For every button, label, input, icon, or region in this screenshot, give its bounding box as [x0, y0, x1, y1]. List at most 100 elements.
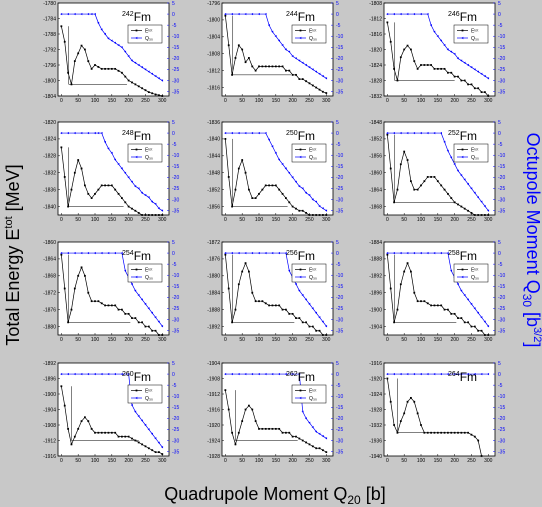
- octupole-point: [90, 12, 93, 16]
- right-tick-label: -20: [498, 416, 505, 422]
- right-tick-label: -20: [498, 175, 505, 181]
- energy-point: [295, 435, 297, 438]
- octupole-point: [487, 372, 490, 376]
- x-tick-label: 300: [322, 458, 331, 464]
- octupole-point: [147, 70, 150, 73]
- legend-energy-marker: [135, 29, 138, 32]
- energy-point: [94, 64, 96, 66]
- octupole-point: [224, 131, 227, 135]
- octupole-point: [140, 191, 143, 195]
- energy-point: [443, 308, 446, 311]
- energy-point: [403, 48, 406, 51]
- right-tick-label: 5: [336, 1, 339, 7]
- octupole-point: [251, 251, 254, 255]
- octupole-point: [73, 12, 76, 16]
- octupole-point: [392, 372, 395, 376]
- octupole-point: [271, 251, 274, 255]
- energy-point: [457, 431, 459, 434]
- x-tick-label: 300: [158, 337, 167, 343]
- left-tick-label: -1836: [43, 187, 56, 193]
- energy-point: [84, 416, 86, 419]
- right-tick-label: -5: [498, 383, 503, 389]
- octupole-point: [110, 151, 113, 155]
- energy-point: [100, 184, 103, 187]
- energy-point: [127, 312, 130, 315]
- energy-point: [430, 304, 432, 307]
- energy-point: [325, 334, 328, 336]
- octupole-point: [318, 316, 321, 319]
- left-tick-label: -1924: [207, 438, 220, 444]
- plot-frame: [221, 362, 334, 457]
- energy-point: [318, 88, 321, 91]
- octupole-point: [308, 66, 311, 69]
- right-tick-label: -5: [336, 383, 341, 389]
- x-tick-label: 100: [417, 337, 426, 343]
- energy-point: [251, 65, 254, 68]
- x-tick-label: 0: [386, 458, 389, 464]
- energy-point: [90, 300, 93, 303]
- octupole-point: [466, 372, 469, 376]
- right-tick-label: 0: [336, 131, 339, 137]
- octupole-point: [237, 251, 240, 255]
- x-tick-label: 0: [224, 217, 227, 223]
- energy-point: [396, 431, 399, 434]
- right-tick-label: -15: [336, 284, 343, 290]
- energy-point: [430, 176, 432, 178]
- energy-point: [227, 287, 230, 290]
- energy-point: [443, 188, 446, 191]
- energy-point: [447, 71, 449, 74]
- octupole-point: [439, 39, 442, 42]
- plot-frame: [383, 121, 496, 216]
- octupole-point: [439, 131, 442, 135]
- left-tick-label: -1892: [369, 274, 382, 280]
- octupole-point: [107, 37, 110, 40]
- x-tick-label: 250: [141, 98, 150, 104]
- octupole-series-line: [225, 252, 327, 327]
- energy-point: [433, 176, 436, 178]
- energy-point: [100, 431, 103, 434]
- octupole-point: [419, 372, 422, 376]
- octupole-point: [113, 372, 116, 376]
- octupole-point: [426, 372, 429, 376]
- octupole-point: [318, 432, 321, 436]
- energy-point: [147, 325, 150, 328]
- left-tick-label: -1820: [369, 47, 382, 53]
- right-tick-label: 0: [336, 372, 339, 378]
- octupole-point: [150, 432, 153, 436]
- energy-point: [144, 445, 147, 448]
- octupole-point: [66, 251, 69, 255]
- energy-point: [268, 184, 270, 187]
- plot-frame: [383, 362, 496, 457]
- energy-point: [90, 67, 93, 70]
- energy-point: [301, 439, 304, 442]
- octupole-point: [288, 171, 291, 175]
- energy-point: [447, 431, 449, 434]
- right-tick-label: -35: [172, 89, 179, 95]
- octupole-point: [426, 131, 429, 135]
- right-tick-label: -10: [336, 153, 343, 159]
- octupole-point: [419, 12, 422, 16]
- right-tick-label: -25: [498, 186, 505, 192]
- right-tick-label: -10: [172, 273, 179, 279]
- right-tick-label: 0: [336, 12, 339, 18]
- left-tick-label: -1940: [369, 454, 382, 460]
- energy-point: [311, 214, 314, 216]
- energy-point: [325, 451, 328, 454]
- octupole-point: [311, 198, 314, 201]
- energy-point: [137, 211, 140, 214]
- energy-point: [117, 192, 120, 195]
- right-tick-label: -30: [498, 78, 505, 84]
- energy-point: [141, 321, 143, 324]
- energy-point: [121, 197, 123, 199]
- octupole-point: [230, 251, 233, 255]
- x-tick-label: 50: [75, 458, 81, 464]
- energy-point: [278, 188, 281, 191]
- x-tick-label: 150: [108, 337, 117, 343]
- x-tick-label: 50: [239, 217, 245, 223]
- energy-point: [470, 433, 473, 436]
- left-tick-label: -1824: [369, 63, 382, 69]
- left-tick-label: -1836: [207, 120, 220, 126]
- x-tick-label: 100: [91, 458, 100, 464]
- octupole-point: [294, 57, 297, 60]
